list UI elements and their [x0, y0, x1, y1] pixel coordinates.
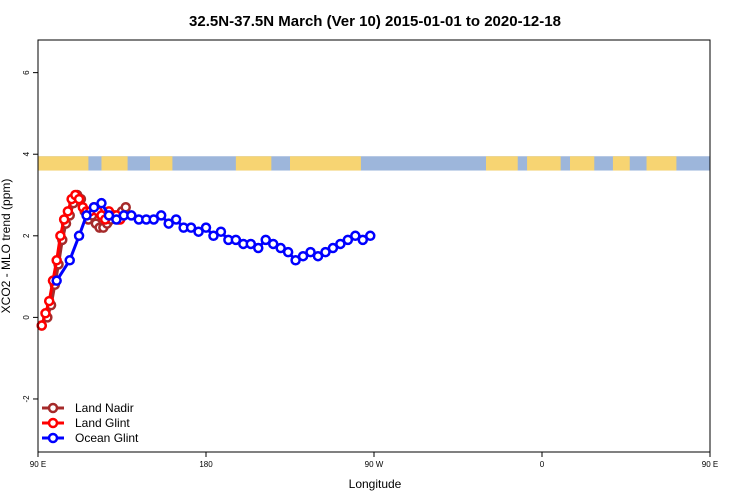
x-tick-label: 90 E — [702, 460, 718, 469]
plot-frame — [37, 39, 711, 453]
data-point — [312, 250, 324, 262]
x-axis: 90 E 180 90 W 0 90 E — [30, 452, 718, 469]
legend-marker — [47, 402, 59, 414]
data-point — [357, 234, 369, 246]
y-axis: -2 0 2 4 6 — [22, 70, 38, 403]
land-segment — [101, 156, 128, 171]
data-point — [148, 214, 159, 225]
legend-label: Land Nadir — [75, 401, 134, 415]
land-segment — [290, 156, 361, 171]
data-point — [208, 230, 219, 242]
land-segment — [150, 156, 173, 171]
data-point — [163, 218, 174, 229]
data-point — [36, 320, 47, 331]
y-axis-label: XCO2 - MLO trend (ppm) — [0, 179, 13, 314]
data-point — [155, 210, 167, 221]
x-tick-label: 90 W — [365, 460, 384, 469]
data-point — [55, 230, 66, 242]
data-point — [103, 210, 115, 221]
data-point — [88, 201, 100, 213]
data-point — [200, 222, 212, 233]
land-segment — [527, 156, 561, 171]
data-point — [245, 238, 257, 250]
data-point — [350, 230, 361, 242]
land-segment — [612, 156, 630, 171]
data-point — [327, 242, 339, 254]
data-point — [297, 250, 309, 262]
data-point — [267, 238, 279, 250]
data-point — [320, 246, 331, 258]
data-point — [342, 234, 354, 246]
series-layer — [36, 189, 376, 331]
data-point — [193, 226, 204, 237]
data-point — [51, 275, 62, 286]
chart-title: 32.5N-37.5N March (Ver 10) 2015-01-01 to… — [189, 13, 561, 30]
data-point — [73, 230, 85, 242]
x-tick-label: 90 E — [30, 460, 46, 469]
data-point — [43, 295, 55, 307]
land-ocean-band — [38, 156, 710, 171]
data-point — [282, 246, 294, 258]
data-point — [185, 222, 197, 233]
data-point — [305, 246, 316, 258]
data-point — [81, 210, 92, 221]
data-point — [62, 206, 74, 217]
data-point — [126, 210, 137, 221]
legend-label: Land Glint — [75, 416, 130, 430]
data-point — [215, 226, 227, 237]
data-point — [335, 238, 346, 250]
land-segment — [235, 156, 272, 171]
y-tick-label: -2 — [22, 395, 31, 403]
y-tick-label: 0 — [22, 315, 31, 320]
land-segment — [570, 156, 595, 171]
data-point — [51, 255, 62, 266]
data-point — [58, 214, 70, 225]
y-tick-label: 4 — [22, 151, 31, 156]
data-point — [253, 242, 264, 254]
x-axis-label: Longitude — [349, 477, 402, 491]
data-point — [290, 255, 301, 266]
land-segment — [486, 156, 518, 171]
y-tick-label: 6 — [22, 70, 31, 75]
legend-marker — [47, 417, 59, 429]
data-point — [73, 193, 85, 205]
legend-label: Ocean Glint — [75, 431, 139, 445]
data-point — [111, 214, 122, 225]
land-segment — [38, 156, 89, 171]
x-tick-label: 0 — [540, 460, 545, 469]
y-tick-label: 2 — [22, 233, 31, 238]
data-point — [275, 242, 286, 254]
x-tick-label: 180 — [199, 460, 213, 469]
data-point — [260, 234, 271, 246]
data-point — [40, 308, 51, 319]
data-point — [96, 197, 107, 209]
data-point — [170, 214, 182, 225]
land-segment — [646, 156, 677, 171]
data-point — [365, 230, 376, 242]
data-point — [120, 201, 131, 213]
ocean-band — [38, 156, 710, 171]
data-point — [64, 255, 75, 266]
data-point — [230, 234, 242, 246]
legend-marker — [47, 432, 59, 444]
